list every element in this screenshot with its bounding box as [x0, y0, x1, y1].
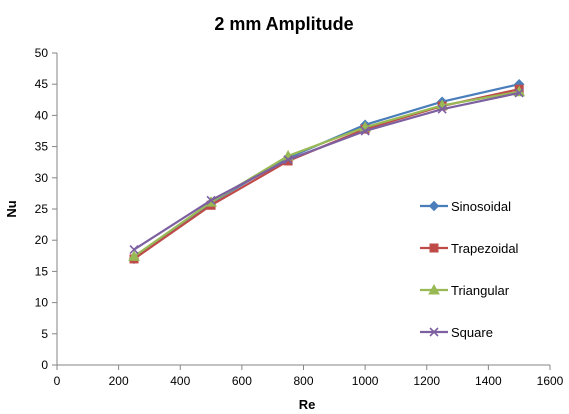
legend-label-sinosoidal: Sinosoidal	[451, 199, 511, 214]
x-tick-label: 0	[54, 374, 61, 388]
y-axis-label: Nu	[4, 200, 19, 217]
y-tick-label: 40	[35, 108, 49, 122]
data-point-square	[437, 104, 447, 114]
x-tick-label: 1200	[413, 374, 440, 388]
series-line-sinosoidal	[133, 83, 520, 260]
y-tick-label: 25	[35, 202, 49, 216]
y-tick-label: 0	[41, 358, 48, 372]
data-point-square	[283, 155, 293, 165]
chart-title: 2 mm Amplitude	[214, 14, 353, 34]
y-tick-label: 20	[35, 233, 49, 247]
y-tick-label: 15	[35, 264, 49, 278]
y-tick-label: 45	[35, 77, 49, 91]
plot-area	[128, 78, 526, 265]
data-point-triangular	[128, 250, 140, 261]
data-point-square	[514, 88, 524, 98]
x-tick-label: 1400	[475, 374, 502, 388]
legend-label-triangular: Triangular	[451, 283, 510, 298]
legend-marker-sinosoidal	[428, 200, 440, 212]
data-point-square	[129, 244, 139, 255]
y-tick-label: 50	[35, 46, 49, 60]
x-tick-label: 600	[232, 374, 252, 388]
tick-labels: 0 5 10 15 20 25 30 35 40 45 50 0 200 400 600 800 1000 120…	[35, 46, 564, 388]
data-point-square	[360, 126, 370, 136]
x-tick-label: 1600	[537, 374, 564, 388]
legend: Sinosoidal Trapezoidal Triangular Square	[420, 199, 519, 340]
y-tick-label: 5	[41, 327, 48, 341]
legend-label-trapezoidal: Trapezoidal	[451, 241, 519, 256]
series-line-square	[133, 91, 520, 251]
y-tick-label: 35	[35, 140, 49, 154]
series-line-triangular	[133, 90, 520, 258]
series-line-trapezoidal	[133, 88, 520, 260]
x-tick-label: 200	[109, 374, 129, 388]
y-tick-label: 30	[35, 171, 49, 185]
x-tick-label: 800	[293, 374, 313, 388]
legend-marker-trapezoidal	[429, 243, 439, 253]
legend-marker-square	[429, 327, 439, 337]
axes	[52, 52, 551, 370]
x-tick-label: 1000	[352, 374, 379, 388]
x-axis-label: Re	[299, 397, 316, 412]
legend-label-square: Square	[451, 325, 493, 340]
data-point-square	[206, 195, 216, 205]
y-tick-label: 10	[35, 296, 49, 310]
legend-marker-triangular	[428, 283, 440, 295]
x-tick-label: 400	[170, 374, 190, 388]
